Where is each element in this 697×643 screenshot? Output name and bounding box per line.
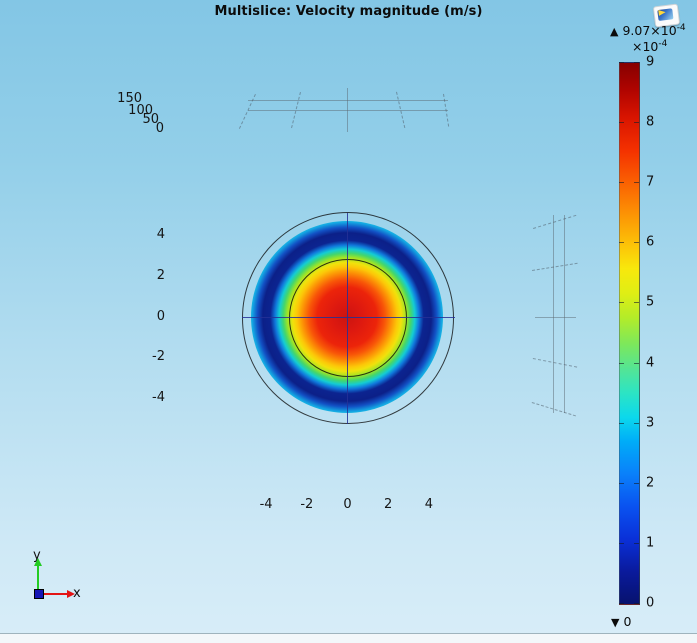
y-axis-tick-label: 2 bbox=[156, 267, 165, 283]
colorbar-tick-mark bbox=[619, 482, 624, 484]
colorbar-tick-mark bbox=[619, 242, 624, 244]
z-axis-tick-label: 100 bbox=[128, 103, 153, 118]
perspective-grid-line bbox=[531, 402, 576, 417]
colorbar-tick-mark bbox=[634, 362, 639, 364]
colorbar-tick-mark bbox=[634, 182, 639, 184]
colorbar-tick-mark bbox=[634, 603, 639, 604]
y-axis-tick-label: -4 bbox=[152, 389, 165, 405]
perspective-grid-line bbox=[553, 215, 554, 413]
colorbar-tick-mark bbox=[619, 603, 624, 604]
colorbar-tick-mark bbox=[619, 542, 624, 544]
colorbar-tick-label: 9 bbox=[646, 54, 655, 70]
y-axis-shaft bbox=[37, 565, 39, 592]
perspective-grid-line bbox=[443, 93, 450, 127]
colorbar-tick-mark bbox=[619, 362, 624, 364]
triad-x-label: x bbox=[73, 586, 81, 601]
z-axis-origin-icon bbox=[34, 589, 44, 599]
colorbar-tick-label: 3 bbox=[646, 415, 655, 431]
perspective-grid-line bbox=[248, 110, 448, 111]
coordinate-triad: y x bbox=[28, 545, 88, 605]
colorbar-tick-label: 4 bbox=[646, 355, 655, 371]
colorbar-tick-mark bbox=[634, 542, 639, 544]
max-arrow-icon: ▲ bbox=[610, 25, 619, 39]
inner-slice-outline bbox=[289, 259, 407, 377]
z-axis-tick-label: 0 bbox=[155, 121, 164, 136]
colorbar-tick-label: 7 bbox=[646, 174, 655, 190]
plot-title: Multislice: Velocity magnitude (m/s) bbox=[214, 4, 483, 19]
colorbar-tick-mark bbox=[634, 242, 639, 244]
colorbar-tick-label: 2 bbox=[646, 475, 655, 491]
y-axis-arrow-icon bbox=[34, 558, 42, 566]
crosshair-horizontal bbox=[242, 317, 455, 318]
colorbar-tick-mark bbox=[634, 422, 639, 424]
y-axis-tick-label: 0 bbox=[156, 308, 165, 324]
colorbar-tick-label: 0 bbox=[646, 595, 655, 611]
snapshot-icon-wedge bbox=[658, 9, 666, 16]
min-arrow-icon: ▼ bbox=[611, 616, 620, 629]
perspective-grid-line bbox=[535, 317, 576, 318]
perspective-grid-line bbox=[564, 215, 565, 413]
perspective-grid-line bbox=[248, 100, 448, 101]
perspective-grid-line bbox=[291, 92, 301, 129]
colorbar-tick-mark bbox=[619, 182, 624, 184]
colorbar-tick-mark bbox=[634, 62, 639, 63]
x-axis-tick-label: 2 bbox=[384, 497, 393, 512]
window-bottom-strip bbox=[0, 633, 697, 643]
y-axis-tick-label: 4 bbox=[156, 227, 165, 243]
pipe-outline-circle bbox=[242, 212, 454, 424]
colorbar bbox=[619, 62, 640, 605]
crosshair-vertical bbox=[347, 213, 348, 424]
colorbar-max-label: ▲ 9.07×10-4 bbox=[610, 23, 686, 39]
colorbar-tick-label: 8 bbox=[646, 114, 655, 130]
colorbar-tick-label: 1 bbox=[646, 535, 655, 551]
z-axis-tick-label: 150 bbox=[117, 91, 142, 106]
colorbar-tick-label: 6 bbox=[646, 234, 655, 250]
colorbar-min-label: ▼ 0 bbox=[611, 614, 632, 629]
colorbar-tick-mark bbox=[619, 122, 624, 124]
x-axis-tick-label: -2 bbox=[300, 497, 314, 512]
colorbar-tick-mark bbox=[619, 62, 624, 63]
colorbar-tick-mark bbox=[634, 302, 639, 304]
x-axis-tick-label: 4 bbox=[424, 497, 434, 512]
x-axis-tick-label: 0 bbox=[343, 497, 352, 512]
colorbar-tick-mark bbox=[634, 122, 639, 124]
colorbar-tick-mark bbox=[619, 422, 624, 424]
y-axis-tick-label: -2 bbox=[152, 349, 165, 365]
triad-y-label: y bbox=[33, 548, 41, 563]
x-axis-arrow-icon bbox=[67, 590, 75, 598]
x-axis-shaft bbox=[42, 593, 68, 595]
perspective-grid-line bbox=[347, 88, 348, 132]
perspective-grid-line bbox=[532, 358, 578, 368]
z-axis-tick-label: 50 bbox=[142, 112, 159, 127]
perspective-grid-line bbox=[532, 262, 578, 271]
perspective-grid-line bbox=[533, 214, 577, 229]
perspective-grid-line bbox=[238, 94, 256, 129]
colorbar-tick-label: 5 bbox=[646, 294, 655, 310]
perspective-grid-line bbox=[396, 91, 406, 129]
colorbar-tick-mark bbox=[619, 302, 624, 304]
colorbar-tick-mark bbox=[634, 482, 639, 484]
colorbar-scale-label: ×10-4 bbox=[632, 39, 668, 55]
x-axis-tick-label: -4 bbox=[259, 497, 273, 512]
